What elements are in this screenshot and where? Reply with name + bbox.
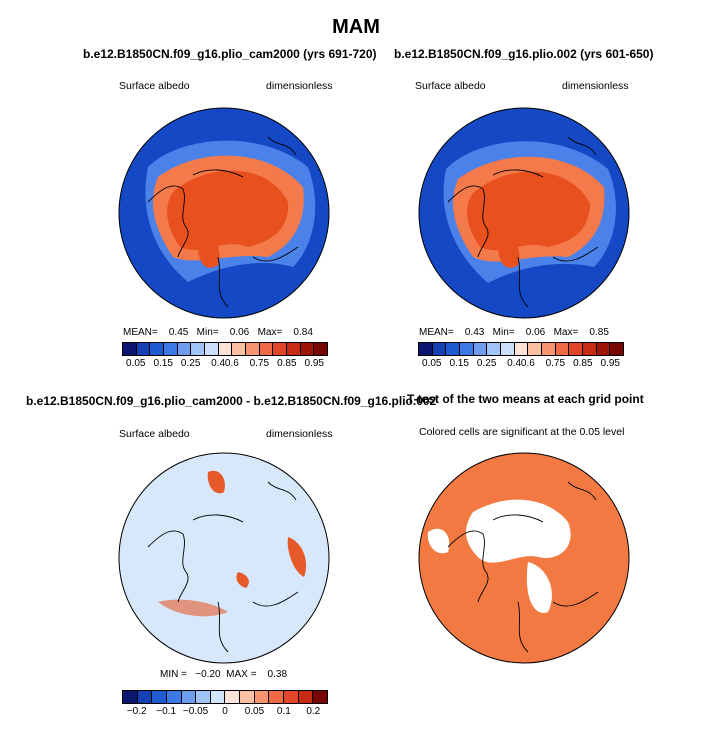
colorbar-swatch: [225, 691, 241, 703]
colorbar-swatch: [254, 691, 270, 703]
coastline: [447, 481, 599, 653]
panel-3-variable: Surface albedo: [119, 428, 190, 440]
colorbar-swatch: [205, 343, 219, 355]
colorbar-swatch: [273, 343, 288, 355]
colorbar-swatch: [596, 343, 611, 355]
colorbar-swatch: [218, 343, 233, 355]
colorbar-swatch: [313, 691, 327, 703]
colorbar-tick-label: −0.2: [126, 706, 147, 717]
colorbar-swatch: [314, 343, 328, 355]
colorbar-swatch: [232, 343, 247, 355]
coastline: [147, 481, 299, 653]
colorbar-swatch: [166, 691, 182, 703]
colorbar-tick-label: 0.1: [276, 706, 291, 717]
panel-4-note: Colored cells are significant at the 0.0…: [419, 426, 625, 438]
colorbar-tick-label: 0.75: [545, 358, 566, 369]
colorbar-swatch: [284, 691, 299, 703]
coastline: [447, 136, 599, 308]
panel-1-stats: MEAN= 0.45 Min= 0.06 Max= 0.84: [123, 327, 313, 338]
colorbar-swatch: [136, 343, 151, 355]
panel-4-title: T-test of the two means at each grid poi…: [407, 392, 644, 406]
colorbar-tick-label: 0.85: [573, 358, 593, 369]
colorbar-swatch: [287, 343, 301, 355]
colorbar-swatch: [210, 691, 226, 703]
panel-3-colorbar: −0.2 −0.1 −0.05 0 0.05 0.1 0.2: [122, 690, 328, 718]
panel-1-title: b.e12.B1850CN.f09_g16.plio_cam2000 (yrs …: [83, 47, 377, 61]
panel-3-stats: MIN = −0.20 MAX = 0.38: [160, 669, 288, 680]
colorbar-swatch: [610, 343, 624, 355]
colorbar-tick-label: 0.6: [224, 358, 239, 369]
figure-title: MAM: [332, 16, 380, 38]
colorbar-swatch: [240, 691, 255, 703]
colorbar-tick-label: 0.05: [125, 358, 146, 369]
panel-2-title: b.e12.B1850CN.f09_g16.plio.002 (yrs 601-…: [394, 47, 654, 61]
colorbar-swatch: [528, 343, 543, 355]
colorbar-tick-label: 0.85: [277, 358, 297, 369]
colorbar-tick-label: 0.05: [421, 358, 442, 369]
colorbar-tick-label: 0.2: [306, 706, 321, 717]
colorbar-swatch: [150, 343, 165, 355]
colorbar-swatch: [181, 691, 197, 703]
colorbar-swatch: [432, 343, 447, 355]
panel-1-colorbar: 0.05 0.15 0.25 0.4 0.6 0.75 0.85 0.95: [122, 342, 328, 370]
colorbar-swatch: [164, 343, 178, 355]
colorbar-swatch: [460, 343, 474, 355]
colorbar-swatch: [473, 343, 488, 355]
panel-2-variable: Surface albedo: [415, 80, 486, 92]
panel-1-units: dimensionless: [266, 80, 333, 92]
colorbar-swatch: [487, 343, 502, 355]
colorbar-swatch: [514, 343, 529, 355]
colorbar-tick-label: 0.15: [153, 358, 173, 369]
colorbar-tick-label: 0: [222, 706, 228, 717]
colorbar-swatch: [555, 343, 570, 355]
colorbar-swatch: [269, 691, 285, 703]
colorbar-tick-label: 0.25: [476, 358, 497, 369]
colorbar-swatch: [569, 343, 584, 355]
colorbar-tick-label: 0.05: [244, 706, 265, 717]
colorbar-tick-label: 0.95: [600, 358, 620, 369]
colorbar-tick-label: −0.1: [156, 706, 177, 717]
colorbar-swatch: [123, 691, 138, 703]
panel-2-map: [418, 107, 630, 319]
panel-2-colorbar: 0.05 0.15 0.25 0.4 0.6 0.75 0.85 0.95: [418, 342, 624, 370]
panel-2-stats: MEAN= 0.43 Min= 0.06 Max= 0.85: [419, 327, 609, 338]
panel-3-map: [118, 452, 330, 664]
colorbar-swatch: [419, 343, 433, 355]
coastline: [147, 136, 299, 308]
panel-2-units: dimensionless: [562, 80, 629, 92]
colorbar-swatch: [177, 343, 192, 355]
colorbar-swatch: [196, 691, 211, 703]
colorbar-swatch: [152, 691, 167, 703]
colorbar-swatch: [123, 343, 137, 355]
colorbar-tick-label: 0.15: [449, 358, 469, 369]
colorbar-swatch: [298, 691, 314, 703]
panel-1-variable: Surface albedo: [119, 80, 190, 92]
colorbar-swatch: [583, 343, 597, 355]
panel-3-title: b.e12.B1850CN.f09_g16.plio_cam2000 - b.e…: [26, 394, 437, 408]
colorbar-tick-label: 0.25: [180, 358, 201, 369]
colorbar-tick-label: 0.95: [304, 358, 324, 369]
colorbar-swatch: [300, 343, 315, 355]
colorbar-tick-label: 0.6: [520, 358, 535, 369]
colorbar-swatch: [259, 343, 274, 355]
panel-4-map: [418, 452, 630, 664]
colorbar-swatch: [191, 343, 206, 355]
colorbar-tick-label: 0.75: [249, 358, 270, 369]
colorbar-tick-label: 0.4: [507, 358, 522, 369]
colorbar-swatch: [542, 343, 556, 355]
colorbar-tick-label: 0.4: [211, 358, 226, 369]
colorbar-tick-label: −0.05: [182, 706, 209, 717]
colorbar-swatch: [446, 343, 461, 355]
colorbar-swatch: [501, 343, 515, 355]
colorbar-swatch: [137, 691, 153, 703]
colorbar-swatch: [246, 343, 260, 355]
panel-1-map: [118, 107, 330, 319]
panel-3-units: dimensionless: [266, 428, 333, 440]
